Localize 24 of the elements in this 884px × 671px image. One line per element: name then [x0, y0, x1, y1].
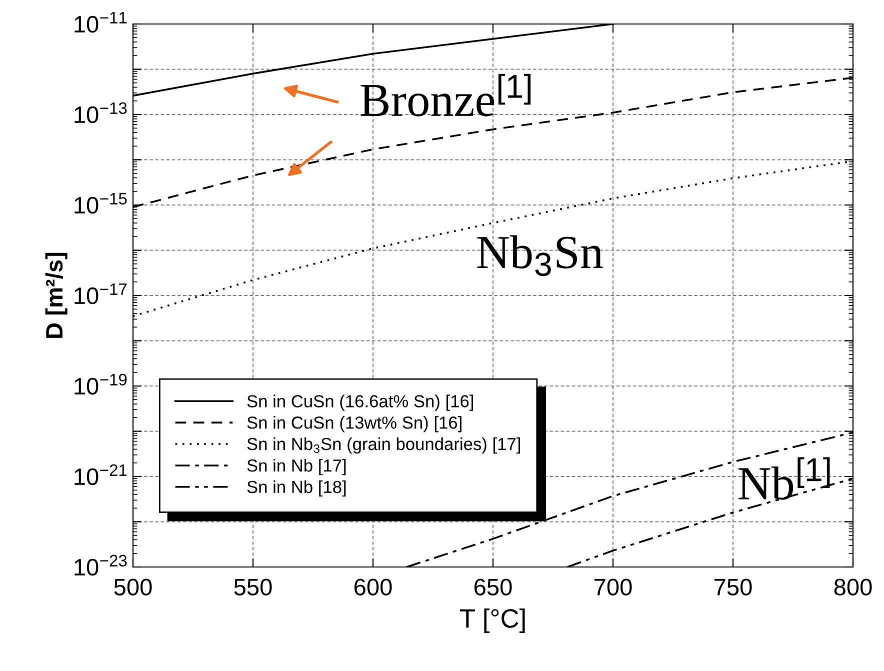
- y-tick-label: 10$^{−23}$: [74, 554, 127, 576]
- legend-label: Sn in Nb$_{3}$Sn (grain boundaries) [17]: [247, 437, 520, 454]
- x-axis-title: T [°C]: [460, 608, 525, 634]
- legend-label: Sn in Nb [17]: [247, 458, 346, 476]
- x-tick-label: 550: [234, 578, 272, 596]
- x-tick-label: 750: [714, 578, 752, 596]
- annotation: Nb$^{[1]}$: [738, 457, 830, 500]
- y-tick-label: 10$^{−19}$: [74, 374, 127, 395]
- y-tick-label: 10$^{−15}$: [74, 193, 127, 214]
- legend-label: Sn in CuSn (16.6at% Sn) [16]: [247, 394, 474, 411]
- x-tick-label: 650: [474, 578, 512, 596]
- x-tick-label: 600: [354, 578, 392, 596]
- x-tick-label: 800: [834, 578, 872, 596]
- y-tick-label: 10$^{−17}$: [74, 284, 127, 304]
- annotation: Bronze$^{[1]}$: [360, 74, 531, 116]
- y-tick-label: 10$^{−13}$: [74, 102, 127, 124]
- x-tick-label: 700: [594, 578, 632, 596]
- y-tick-label: 10$^{−11}$: [74, 12, 127, 33]
- annotation: Nb$_{3}$Sn: [477, 235, 603, 276]
- legend-label: Sn in Nb [18]: [247, 480, 346, 497]
- y-tick-label: 10$^{−21}$: [74, 464, 127, 486]
- y-axis-title: D [m²/s]: [45, 252, 68, 338]
- x-tick-label: 500: [114, 578, 152, 596]
- legend-label: Sn in CuSn (13wt% Sn) [16]: [247, 416, 462, 432]
